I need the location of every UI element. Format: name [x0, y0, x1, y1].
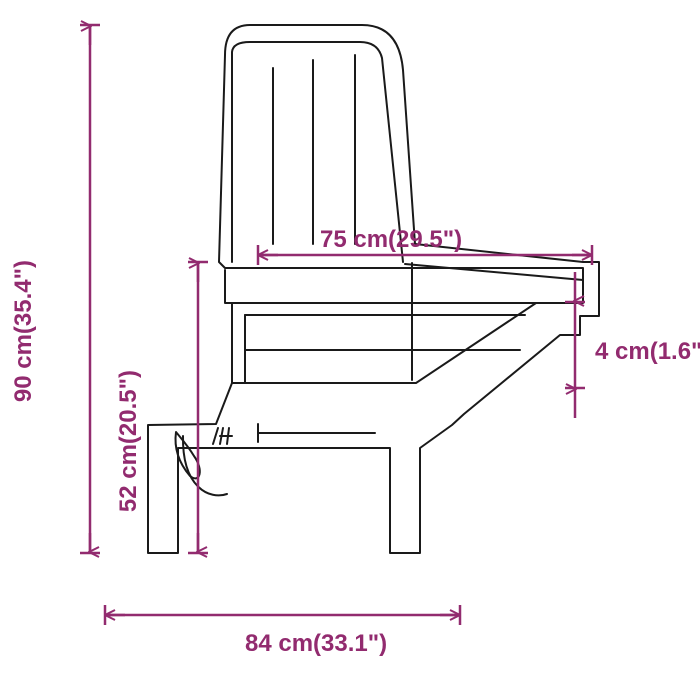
chair-line-drawing — [148, 25, 599, 553]
label-cushion-thick: 4 cm(1.6") — [595, 338, 700, 366]
diagram-container: 90 cm(35.4") 52 cm(20.5") 75 cm(29.5") 4… — [0, 0, 700, 700]
label-height-overall: 90 cm(35.4") — [10, 260, 38, 402]
label-arm-width: 75 cm(29.5") — [320, 226, 462, 254]
label-depth: 84 cm(33.1") — [245, 630, 387, 658]
label-arm-height: 52 cm(20.5") — [115, 370, 143, 512]
dimension-lines — [80, 25, 592, 625]
